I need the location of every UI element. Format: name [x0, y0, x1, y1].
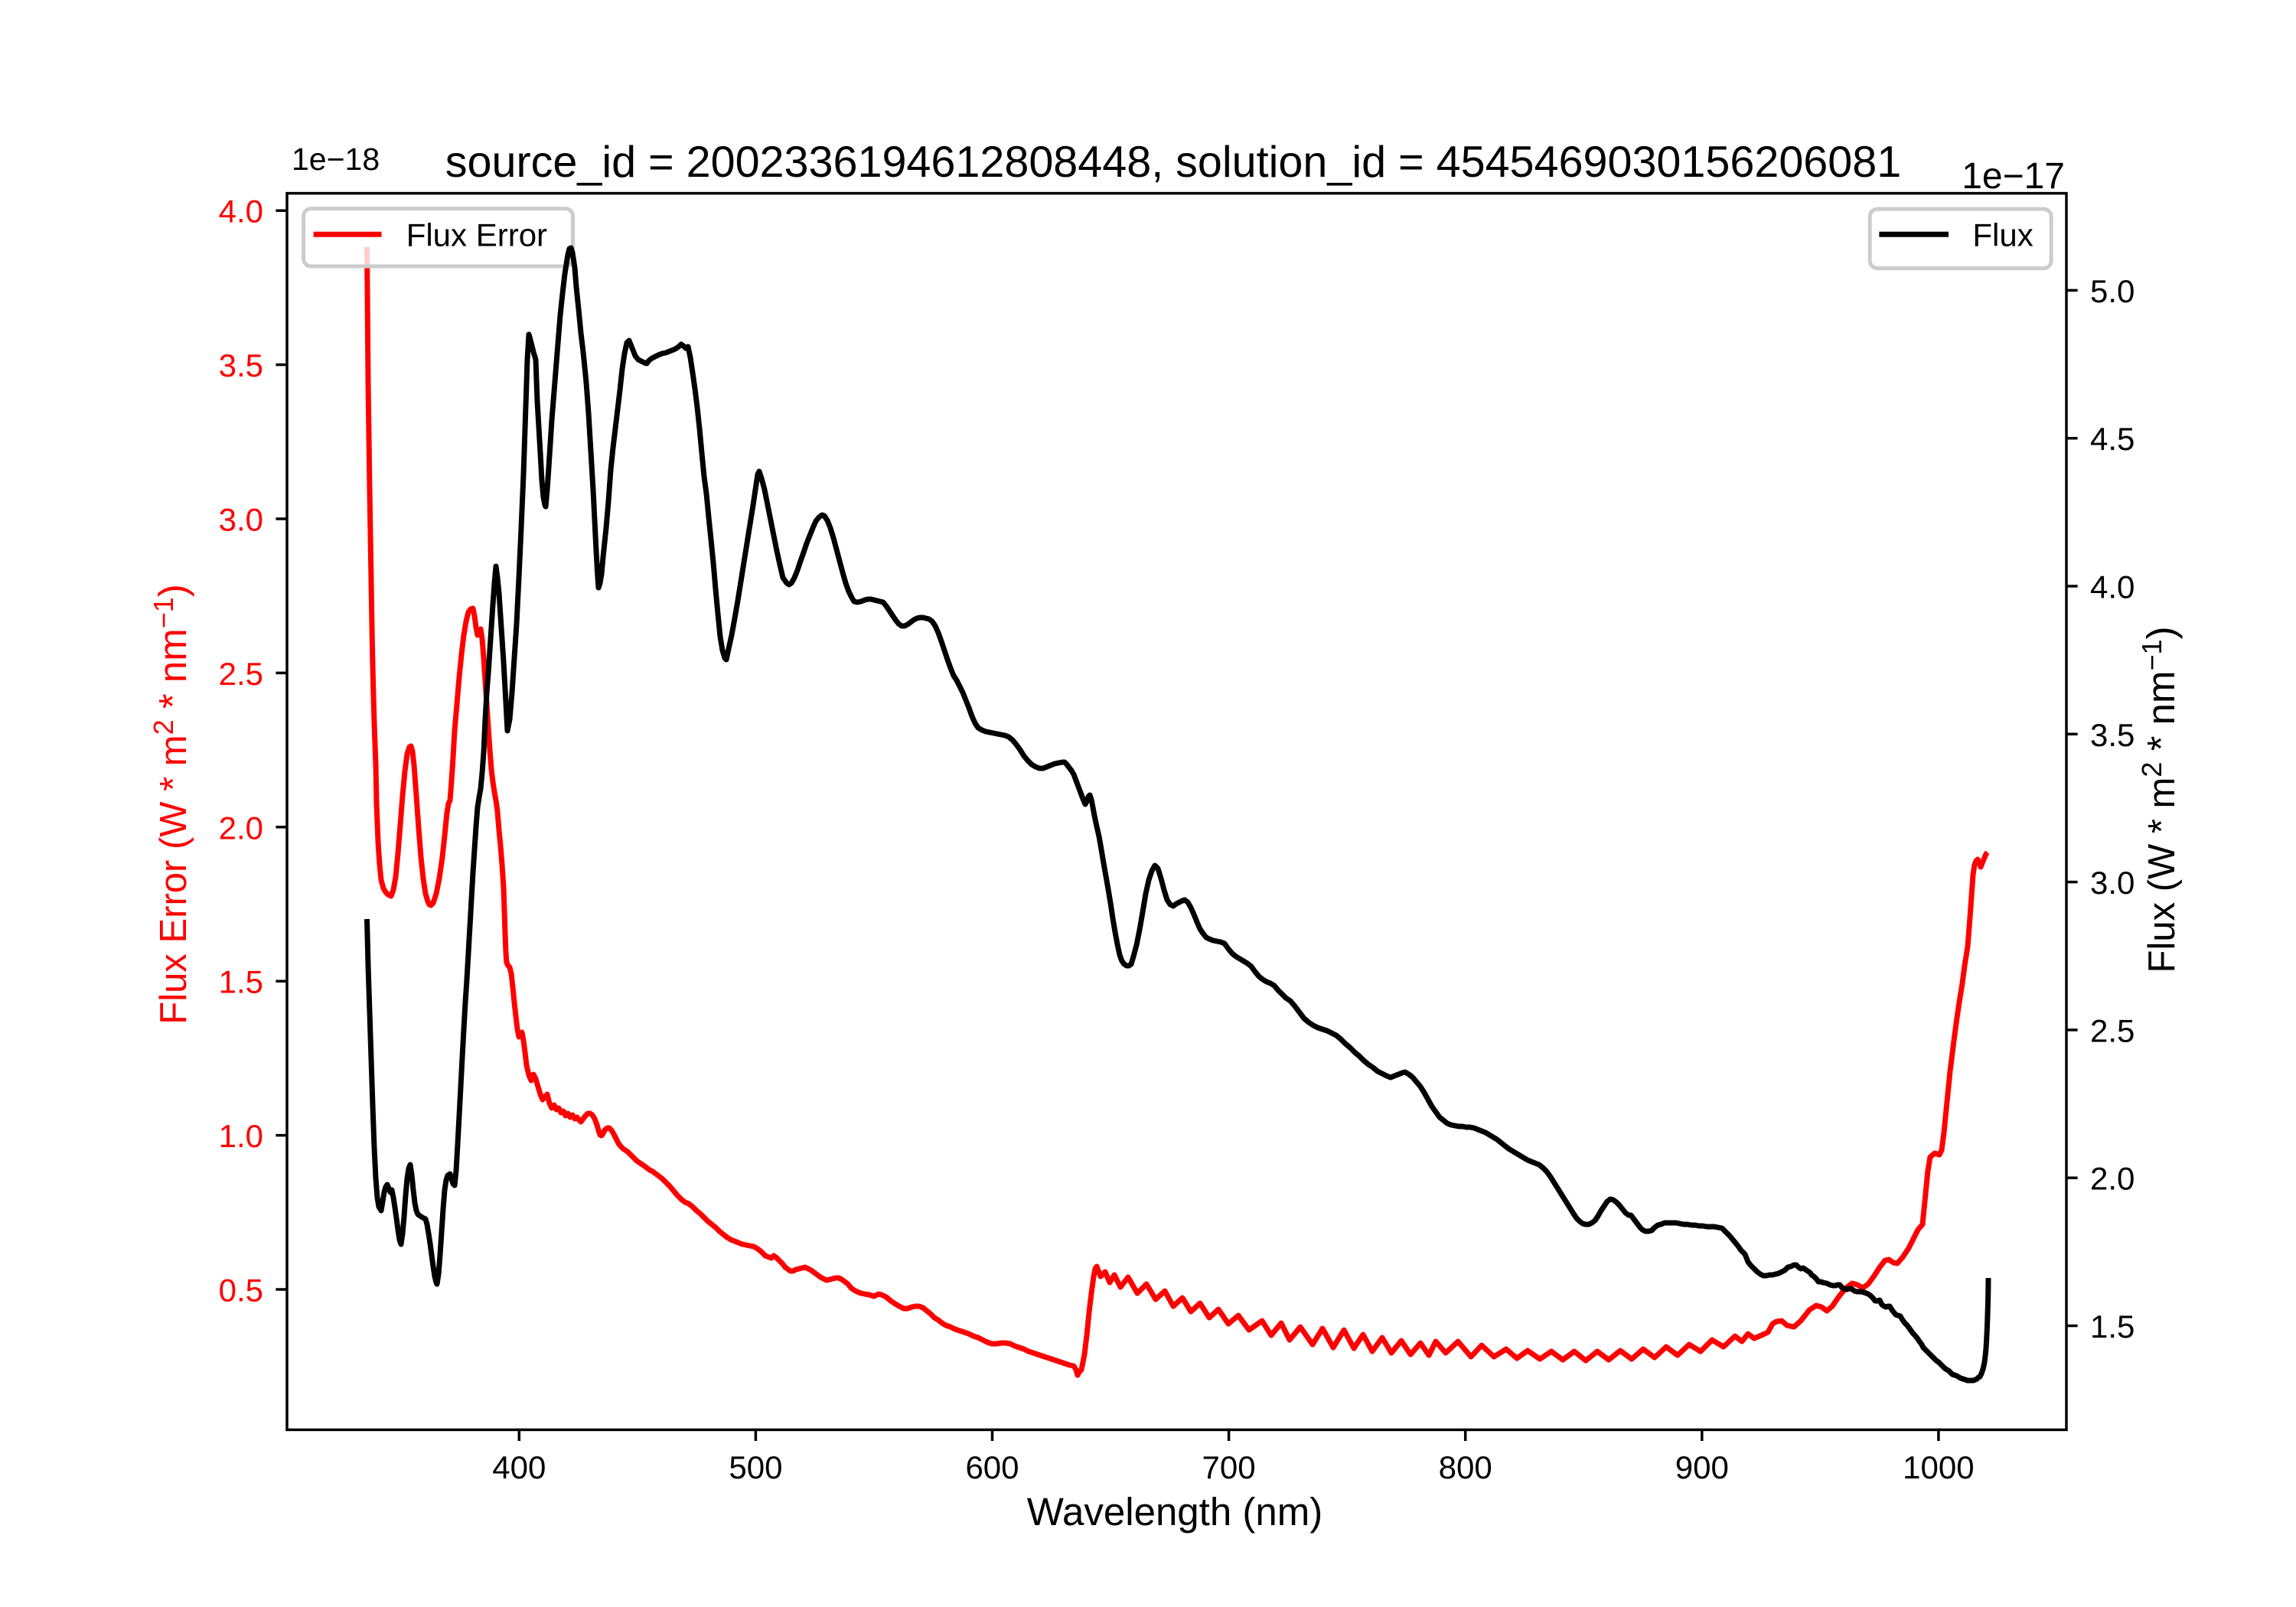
svg-text:4.0: 4.0	[2090, 569, 2135, 605]
svg-text:Flux (W * m2 * nm−1): Flux (W * m2 * nm−1)	[2136, 627, 2183, 973]
svg-text:source_id = 200233619461280844: source_id = 2002336194612808448, solutio…	[445, 138, 1901, 187]
svg-text:1.5: 1.5	[2090, 1309, 2135, 1345]
svg-text:2.5: 2.5	[219, 656, 263, 692]
svg-text:2.0: 2.0	[2090, 1161, 2135, 1197]
svg-text:2.0: 2.0	[219, 810, 263, 846]
svg-text:700: 700	[1202, 1449, 1256, 1485]
svg-text:900: 900	[1675, 1449, 1729, 1485]
svg-text:3.0: 3.0	[219, 502, 263, 538]
svg-text:Flux Error (W * m2 * nm−1): Flux Error (W * m2 * nm−1)	[148, 584, 194, 1024]
svg-text:3.5: 3.5	[2090, 717, 2135, 753]
svg-text:1.0: 1.0	[219, 1118, 263, 1154]
svg-text:4.5: 4.5	[2090, 421, 2135, 457]
svg-text:3.5: 3.5	[219, 347, 263, 383]
svg-text:0.5: 0.5	[219, 1273, 263, 1309]
svg-text:1.5: 1.5	[219, 964, 263, 1000]
svg-text:3.0: 3.0	[2090, 865, 2135, 901]
svg-text:500: 500	[729, 1449, 782, 1485]
svg-text:1e−17: 1e−17	[1962, 156, 2065, 197]
svg-text:600: 600	[965, 1449, 1019, 1485]
svg-text:1e−18: 1e−18	[292, 142, 380, 177]
svg-text:4.0: 4.0	[219, 194, 263, 230]
svg-text:Flux: Flux	[1972, 217, 2033, 253]
svg-text:400: 400	[492, 1449, 546, 1485]
svg-text:2.5: 2.5	[2090, 1012, 2135, 1048]
svg-text:Wavelength (nm): Wavelength (nm)	[1027, 1490, 1322, 1534]
svg-text:1000: 1000	[1903, 1449, 1974, 1485]
svg-text:800: 800	[1439, 1449, 1492, 1485]
svg-text:Flux Error: Flux Error	[406, 217, 547, 253]
svg-text:5.0: 5.0	[2090, 273, 2135, 309]
